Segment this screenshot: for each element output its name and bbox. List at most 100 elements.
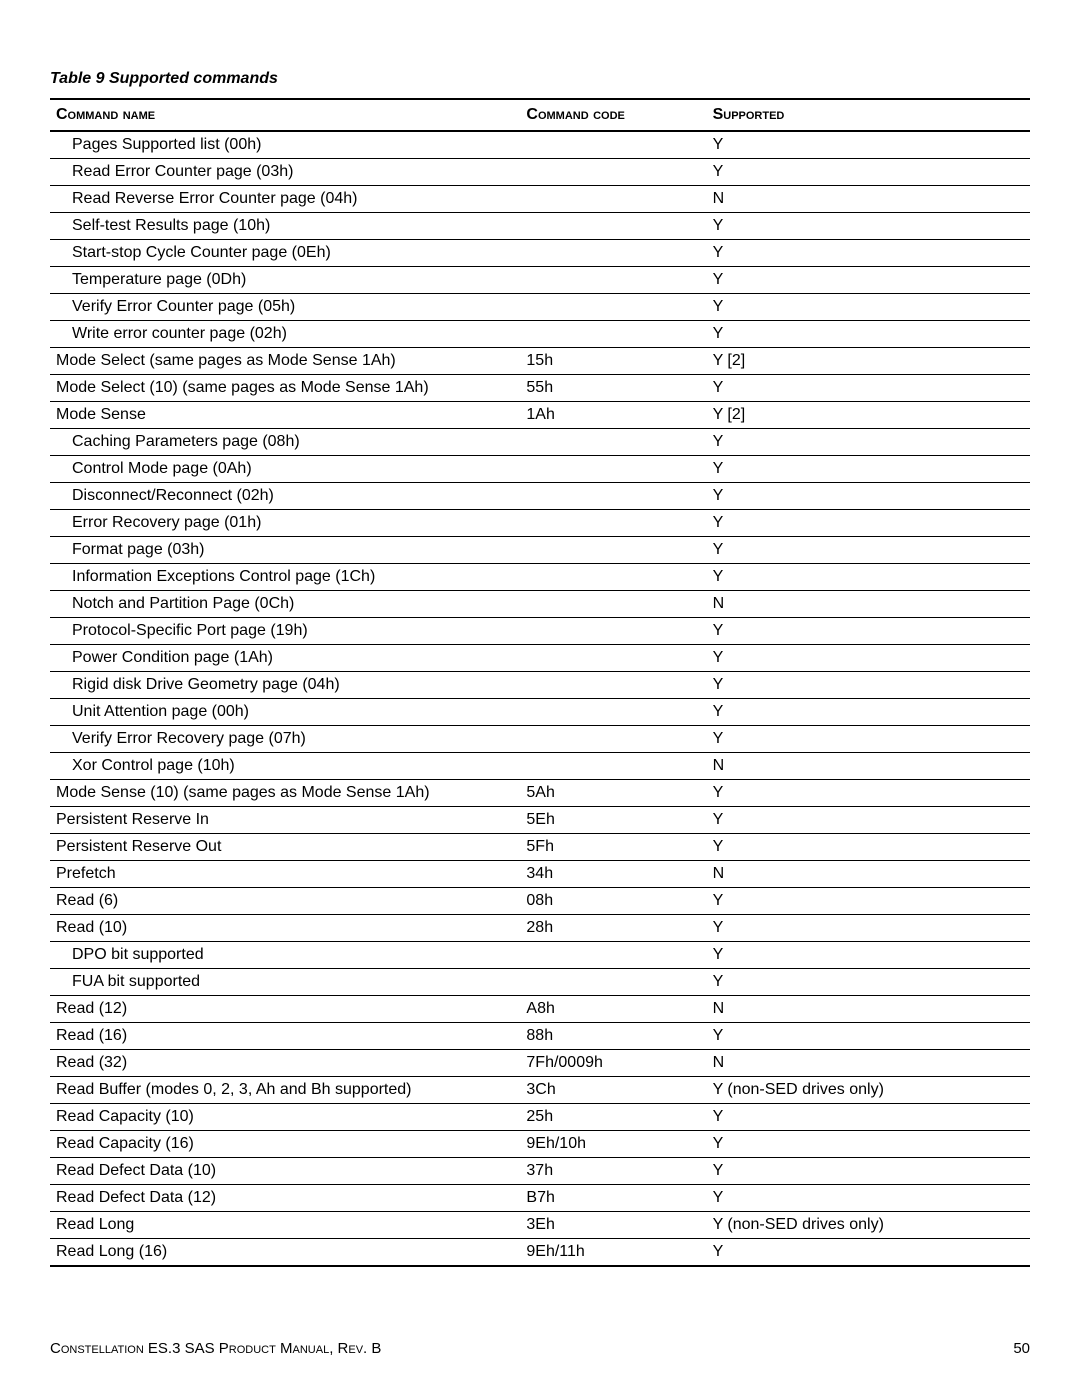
cell-command-code bbox=[520, 213, 706, 240]
table-row: Read Capacity (16)9Eh/10hY bbox=[50, 1131, 1030, 1158]
cell-command-code bbox=[520, 321, 706, 348]
cell-command-name: Start-stop Cycle Counter page (0Eh) bbox=[50, 240, 520, 267]
cell-supported: Y bbox=[707, 267, 1030, 294]
table-row: Notch and Partition Page (0Ch)N bbox=[50, 591, 1030, 618]
cell-command-name: FUA bit supported bbox=[50, 969, 520, 996]
cell-supported: N bbox=[707, 186, 1030, 213]
cell-command-name: Temperature page (0Dh) bbox=[50, 267, 520, 294]
cell-command-name: Read Defect Data (10) bbox=[50, 1158, 520, 1185]
cell-command-code: B7h bbox=[520, 1185, 706, 1212]
table-row: Read (10)28hY bbox=[50, 915, 1030, 942]
cell-supported: Y bbox=[707, 807, 1030, 834]
cell-command-name: Control Mode page (0Ah) bbox=[50, 456, 520, 483]
cell-command-code: 25h bbox=[520, 1104, 706, 1131]
cell-command-code bbox=[520, 159, 706, 186]
cell-command-code: 3Ch bbox=[520, 1077, 706, 1104]
table-row: Read Long (16)9Eh/11hY bbox=[50, 1239, 1030, 1267]
cell-command-name: Read Long bbox=[50, 1212, 520, 1239]
cell-command-code bbox=[520, 618, 706, 645]
footer-left: Constellation ES.3 SAS Product Manual, R… bbox=[50, 1340, 381, 1357]
footer-right: 50 bbox=[1013, 1340, 1030, 1357]
cell-command-code: 5Ah bbox=[520, 780, 706, 807]
table-row: Mode Select (10) (same pages as Mode Sen… bbox=[50, 375, 1030, 402]
cell-command-name: DPO bit supported bbox=[50, 942, 520, 969]
cell-supported: Y [2] bbox=[707, 402, 1030, 429]
cell-command-code: 3Eh bbox=[520, 1212, 706, 1239]
cell-supported: Y bbox=[707, 294, 1030, 321]
col-header-supported: Supported bbox=[707, 99, 1030, 131]
cell-command-name: Mode Sense (10) (same pages as Mode Sens… bbox=[50, 780, 520, 807]
table-header-row: Command name Command code Supported bbox=[50, 99, 1030, 131]
table-row: FUA bit supportedY bbox=[50, 969, 1030, 996]
commands-table: Command name Command code Supported Page… bbox=[50, 98, 1030, 1267]
cell-command-name: Read Capacity (10) bbox=[50, 1104, 520, 1131]
cell-command-code: 5Fh bbox=[520, 834, 706, 861]
cell-command-code: A8h bbox=[520, 996, 706, 1023]
table-row: Control Mode page (0Ah)Y bbox=[50, 456, 1030, 483]
cell-command-name: Verify Error Recovery page (07h) bbox=[50, 726, 520, 753]
table-row: Read Long3EhY (non-SED drives only) bbox=[50, 1212, 1030, 1239]
page-root: Table 9 Supported commands Command name … bbox=[0, 0, 1080, 1397]
table-row: Unit Attention page (00h)Y bbox=[50, 699, 1030, 726]
cell-command-name: Read Buffer (modes 0, 2, 3, Ah and Bh su… bbox=[50, 1077, 520, 1104]
cell-supported: Y bbox=[707, 564, 1030, 591]
cell-command-name: Self-test Results page (10h) bbox=[50, 213, 520, 240]
cell-supported: Y bbox=[707, 240, 1030, 267]
table-row: Temperature page (0Dh) Y bbox=[50, 267, 1030, 294]
cell-command-code bbox=[520, 294, 706, 321]
cell-supported: N bbox=[707, 861, 1030, 888]
table-body: Pages Supported list (00h)YRead Error Co… bbox=[50, 131, 1030, 1266]
cell-command-name: Mode Select (same pages as Mode Sense 1A… bbox=[50, 348, 520, 375]
cell-command-code bbox=[520, 483, 706, 510]
cell-command-name: Persistent Reserve In bbox=[50, 807, 520, 834]
table-row: Read (12)A8hN bbox=[50, 996, 1030, 1023]
cell-command-name: Read Defect Data (12) bbox=[50, 1185, 520, 1212]
cell-command-code: 9Eh/11h bbox=[520, 1239, 706, 1267]
table-row: Read Capacity (10)25hY bbox=[50, 1104, 1030, 1131]
cell-supported: Y bbox=[707, 510, 1030, 537]
cell-command-name: Protocol-Specific Port page (19h) bbox=[50, 618, 520, 645]
cell-command-code: 7Fh/0009h bbox=[520, 1050, 706, 1077]
cell-command-code: 88h bbox=[520, 1023, 706, 1050]
cell-command-code bbox=[520, 645, 706, 672]
cell-command-code: 5Eh bbox=[520, 807, 706, 834]
cell-command-code bbox=[520, 186, 706, 213]
cell-command-code bbox=[520, 267, 706, 294]
table-row: Persistent Reserve In5EhY bbox=[50, 807, 1030, 834]
cell-supported: Y bbox=[707, 915, 1030, 942]
cell-command-name: Format page (03h) bbox=[50, 537, 520, 564]
col-header-code: Command code bbox=[520, 99, 706, 131]
cell-supported: Y bbox=[707, 213, 1030, 240]
cell-command-code: 1Ah bbox=[520, 402, 706, 429]
page-footer: Constellation ES.3 SAS Product Manual, R… bbox=[50, 1340, 1030, 1357]
cell-supported: Y bbox=[707, 1239, 1030, 1267]
table-row: Mode Sense (10) (same pages as Mode Sens… bbox=[50, 780, 1030, 807]
col-header-name: Command name bbox=[50, 99, 520, 131]
cell-supported: Y bbox=[707, 375, 1030, 402]
cell-supported: Y bbox=[707, 699, 1030, 726]
cell-supported: Y bbox=[707, 1104, 1030, 1131]
cell-command-name: Read Long (16) bbox=[50, 1239, 520, 1267]
table-row: Xor Control page (10h)N bbox=[50, 753, 1030, 780]
cell-command-name: Verify Error Counter page (05h) bbox=[50, 294, 520, 321]
cell-supported: N bbox=[707, 1050, 1030, 1077]
table-row: Mode Sense1AhY [2] bbox=[50, 402, 1030, 429]
cell-command-name: Read (16) bbox=[50, 1023, 520, 1050]
cell-command-name: Disconnect/Reconnect (02h) bbox=[50, 483, 520, 510]
table-row: Format page (03h)Y bbox=[50, 537, 1030, 564]
table-row: Protocol-Specific Port page (19h)Y bbox=[50, 618, 1030, 645]
table-row: Mode Select (same pages as Mode Sense 1A… bbox=[50, 348, 1030, 375]
cell-command-name: Prefetch bbox=[50, 861, 520, 888]
cell-supported: Y bbox=[707, 726, 1030, 753]
cell-command-name: Xor Control page (10h) bbox=[50, 753, 520, 780]
cell-supported: N bbox=[707, 591, 1030, 618]
table-row: Read Reverse Error Counter page (04h)N bbox=[50, 186, 1030, 213]
table-row: Read (16)88hY bbox=[50, 1023, 1030, 1050]
cell-command-code bbox=[520, 564, 706, 591]
table-row: Caching Parameters page (08h)Y bbox=[50, 429, 1030, 456]
cell-supported: Y bbox=[707, 834, 1030, 861]
cell-supported: Y bbox=[707, 159, 1030, 186]
cell-command-name: Read (6) bbox=[50, 888, 520, 915]
cell-command-name: Read (32) bbox=[50, 1050, 520, 1077]
cell-supported: Y bbox=[707, 429, 1030, 456]
